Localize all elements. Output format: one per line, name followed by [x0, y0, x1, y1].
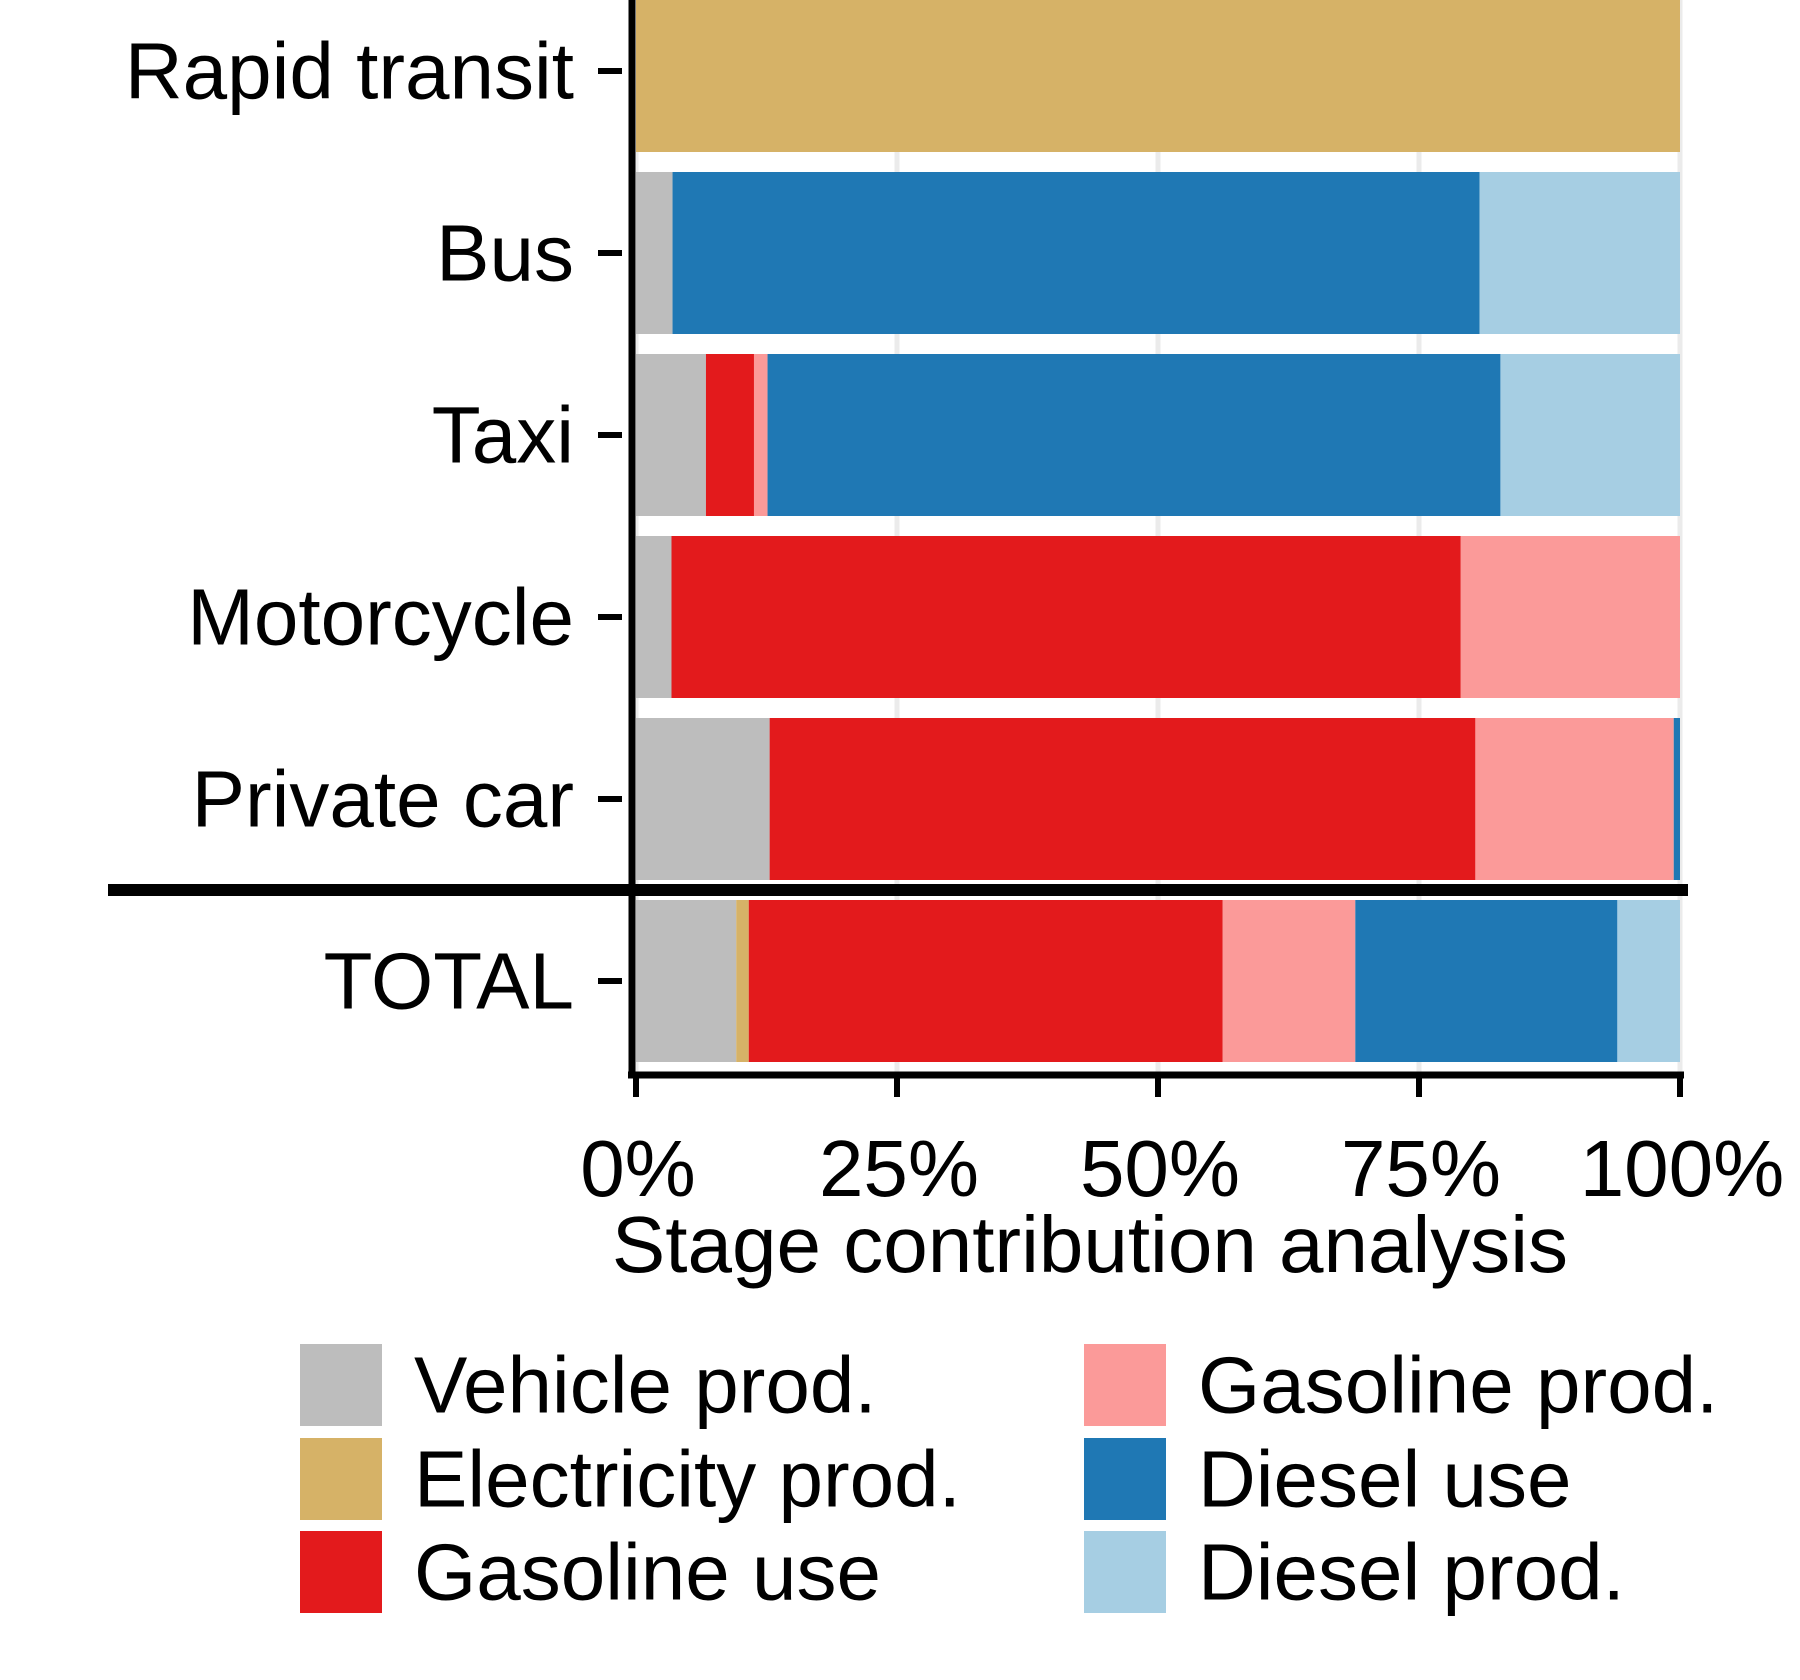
legend-label: Gasoline prod. — [1198, 1341, 1718, 1430]
bar-segment — [705, 354, 754, 516]
bar-segment — [636, 172, 673, 334]
bar-segment — [1355, 900, 1618, 1062]
legend-item: Electricity prod. — [300, 1435, 961, 1524]
x-tick-label: 100% — [1580, 1124, 1785, 1213]
legend-label: Diesel prod. — [1198, 1528, 1625, 1617]
legend-label: Diesel use — [1198, 1435, 1572, 1524]
bar-segment — [753, 354, 768, 516]
y-tick-label: Rapid transit — [125, 27, 574, 116]
x-axis-tick-labels: 0% 25% 50% 75% 100% — [580, 1124, 1784, 1213]
bar-segment — [636, 354, 706, 516]
bar-segment — [1617, 900, 1680, 1062]
y-tick-label: Motorcycle — [187, 573, 574, 662]
bar-segment — [1460, 536, 1680, 698]
bar-segment — [636, 536, 672, 698]
bar-segments — [636, 0, 1680, 1062]
bar-segment — [1500, 354, 1680, 516]
bar-segment — [1673, 718, 1680, 880]
legend-label: Gasoline use — [414, 1528, 881, 1617]
bar-segment — [748, 900, 1223, 1062]
x-tick-label: 50% — [1080, 1124, 1240, 1213]
bar-segment — [672, 172, 1480, 334]
x-tick-label: 0% — [580, 1124, 696, 1213]
legend-item: Gasoline prod. — [1084, 1341, 1718, 1430]
y-tick-label: Bus — [436, 209, 574, 298]
bar-segment — [671, 536, 1461, 698]
bar-segment — [636, 900, 737, 1062]
legend-key — [1084, 1531, 1166, 1613]
y-tick-label: Taxi — [432, 391, 574, 480]
legend-item: Gasoline use — [300, 1528, 881, 1617]
legend-item: Vehicle prod. — [300, 1341, 877, 1430]
bar-segment — [736, 900, 749, 1062]
bar-segment — [1475, 718, 1674, 880]
legend-key — [1084, 1344, 1166, 1426]
legend-key — [300, 1531, 382, 1613]
legend-key — [1084, 1438, 1166, 1520]
y-tick-label: Private car — [192, 755, 574, 844]
legend: Vehicle prod.Electricity prod.Gasoline u… — [300, 1341, 1718, 1617]
legend-label: Vehicle prod. — [414, 1341, 877, 1430]
bar-segment — [636, 718, 770, 880]
legend-item: Diesel use — [1084, 1435, 1572, 1524]
axes — [108, 0, 1688, 1097]
bar-segment — [1479, 172, 1680, 334]
x-axis-title: Stage contribution analysis — [612, 1200, 1568, 1289]
bar-segment — [767, 354, 1501, 516]
bar-segment — [636, 0, 1680, 152]
legend-key — [300, 1344, 382, 1426]
legend-item: Diesel prod. — [1084, 1528, 1625, 1617]
y-axis-tick-labels: Rapid transit Bus Taxi Motorcycle Private ca… — [125, 27, 574, 1026]
bar-segment — [769, 718, 1476, 880]
x-tick-label: 25% — [819, 1124, 979, 1213]
y-tick-label: TOTAL — [324, 937, 574, 1026]
bar-segment — [1222, 900, 1356, 1062]
legend-key — [300, 1438, 382, 1520]
legend-label: Electricity prod. — [414, 1435, 961, 1524]
x-tick-label: 75% — [1341, 1124, 1501, 1213]
